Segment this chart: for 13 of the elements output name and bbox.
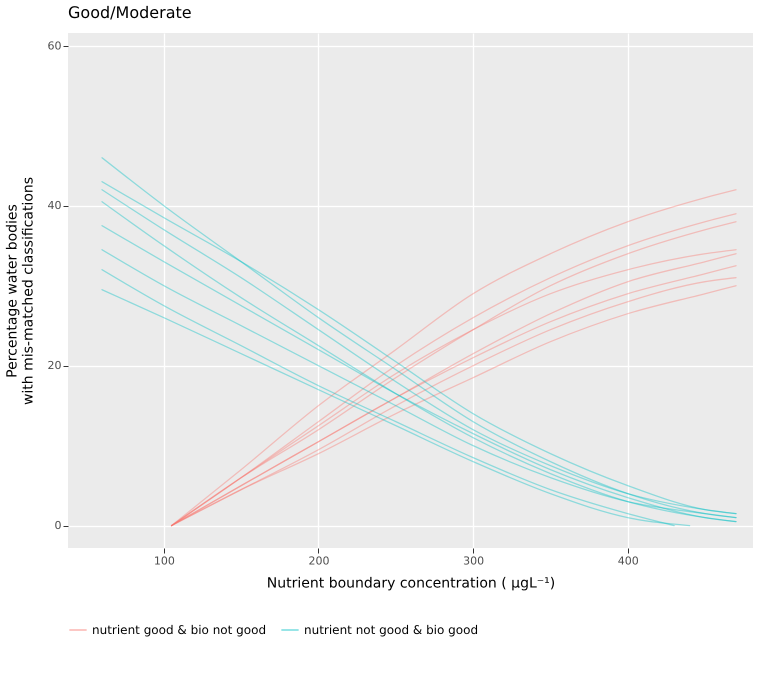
y-tick-label: 60 xyxy=(48,39,62,52)
legend-label: nutrient good & bio not good xyxy=(92,623,266,637)
x-tick-label: 200 xyxy=(308,554,330,568)
y-tick-label: 20 xyxy=(48,359,62,372)
x-tick-label: 100 xyxy=(154,554,175,568)
x-tick-label: 400 xyxy=(618,554,639,568)
x-axis-title: Nutrient boundary concentration ( µgL⁻¹) xyxy=(266,576,556,592)
y-axis-title: Percentage water bodies with mis-matched classifications xyxy=(4,176,37,406)
x-tick-label: 300 xyxy=(463,554,484,568)
chart-title: Good/Moderate xyxy=(68,3,192,22)
y-tick-label: 40 xyxy=(48,199,62,212)
y-tick-label: 0 xyxy=(54,519,62,532)
legend-label: nutrient not good & bio good xyxy=(304,623,478,637)
